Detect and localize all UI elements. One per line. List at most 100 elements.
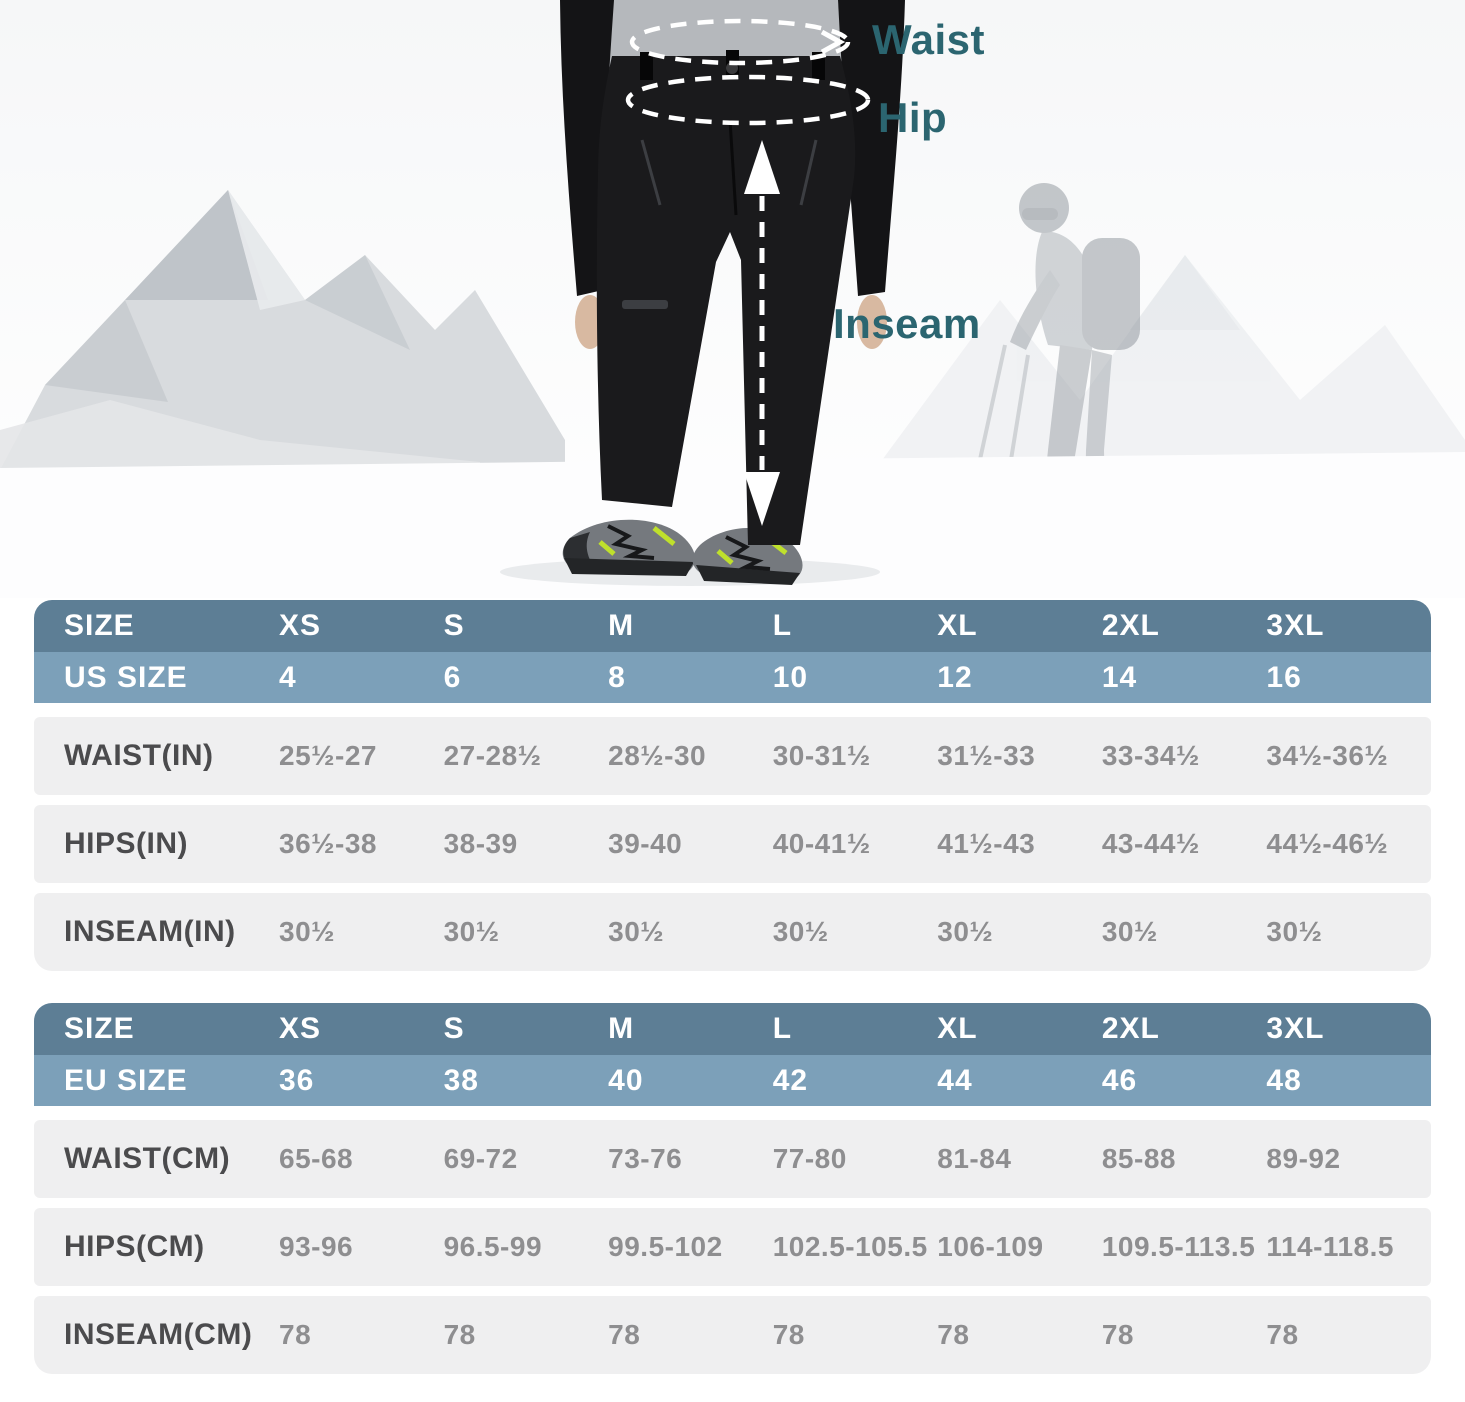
cell-value: XL xyxy=(937,1012,978,1045)
inseam-arrow xyxy=(744,140,780,526)
cell-value: 89-92 xyxy=(1266,1143,1341,1174)
cell-value: S xyxy=(443,1012,465,1045)
cell-value: 78 xyxy=(443,1319,476,1350)
cell-value: 114-118.5 xyxy=(1266,1231,1394,1262)
cell-value: 14 xyxy=(1101,660,1138,694)
hip-label: Hip xyxy=(878,94,948,141)
cell-value: 78 xyxy=(1101,1319,1134,1350)
cell-value: 73-76 xyxy=(608,1143,683,1174)
cell-value: 85-88 xyxy=(1101,1143,1176,1174)
cell-value: 30½ xyxy=(772,916,829,947)
product-measurement-figure: Waist Hip Inseam xyxy=(0,0,1465,598)
row-label: INSEAM(CM) xyxy=(64,1318,253,1351)
row-label: WAIST(CM) xyxy=(64,1142,231,1175)
cell-value: 31½-33 xyxy=(937,740,1036,771)
region-size-header-row: US SIZE 4 6 8 10 12 14 16 xyxy=(34,652,1431,703)
row-label: HIPS(IN) xyxy=(64,827,188,860)
cell-value: 65-68 xyxy=(279,1143,354,1174)
row-label: US SIZE xyxy=(64,660,188,694)
cell-value: 12 xyxy=(937,660,973,694)
cell-value: 69-72 xyxy=(443,1143,518,1174)
us-size-table: SIZE XS S M L XL 2XL 3XL US SIZE 4 6 8 10 12 14 16 WAIST… xyxy=(34,600,1431,971)
table-header: SIZE XS S M L XL 2XL 3XL EU SIZE 36 38 40 42 44 46 48 xyxy=(34,1003,1431,1106)
measurement-row: HIPS(IN) 36½-38 38-39 39-40 40-41½ 41½-43 43-4… xyxy=(34,805,1431,883)
measurement-row: HIPS(CM) 93-96 96.5-99 99.5-102 102.5-105.5 1… xyxy=(34,1208,1431,1286)
inseam-label: Inseam xyxy=(833,300,981,347)
cell-value: 30½ xyxy=(937,916,994,947)
row-label: HIPS(CM) xyxy=(64,1230,205,1263)
snow-foreground xyxy=(0,452,1465,598)
cell-value: 43-44½ xyxy=(1101,828,1200,859)
waist-label: Waist xyxy=(872,16,985,63)
cell-value: 42 xyxy=(772,1063,809,1097)
cell-value: 33-34½ xyxy=(1101,740,1200,771)
cell-value: 46 xyxy=(1101,1063,1138,1097)
cell-value: 78 xyxy=(279,1319,312,1350)
cell-value: 3XL xyxy=(1266,609,1325,642)
cell-value: M xyxy=(608,1012,635,1045)
cell-value: 102.5-105.5 xyxy=(772,1231,928,1262)
cell-value: 30½ xyxy=(279,916,335,947)
cell-value: 109.5-113.5 xyxy=(1101,1231,1256,1262)
cell-value: 30-31½ xyxy=(772,740,871,771)
cell-value: 27-28½ xyxy=(443,740,542,771)
row-label: INSEAM(IN) xyxy=(64,915,236,948)
cell-value: 41½-43 xyxy=(937,828,1036,859)
waist-ellipse xyxy=(629,18,851,66)
cell-value: XL xyxy=(937,609,978,642)
model-figure xyxy=(560,0,905,585)
row-label: SIZE xyxy=(64,1012,135,1045)
measurement-illustration xyxy=(0,0,1465,598)
cell-value: 93-96 xyxy=(279,1231,354,1262)
cell-value: 6 xyxy=(443,660,462,694)
measurement-row: INSEAM(CM) 78 78 78 78 78 78 78 xyxy=(34,1296,1431,1374)
eu-size-table: SIZE XS S M L XL 2XL 3XL EU SIZE 36 38 40 42 44 46 48 WA… xyxy=(34,1003,1431,1374)
row-label: SIZE xyxy=(64,609,135,642)
cell-value: 96.5-99 xyxy=(443,1231,543,1262)
cell-value: 38 xyxy=(443,1063,479,1097)
cell-value: 30½ xyxy=(608,916,665,947)
cell-value: 4 xyxy=(279,660,297,694)
cell-value: 48 xyxy=(1266,1063,1302,1097)
cell-value: 16 xyxy=(1266,660,1302,694)
cell-value: XS xyxy=(279,1012,322,1045)
cell-value: 78 xyxy=(608,1319,641,1350)
cell-value: 2XL xyxy=(1101,1012,1160,1045)
cell-value: 30½ xyxy=(1101,916,1158,947)
size-header-row: SIZE XS S M L XL 2XL 3XL xyxy=(34,1003,1431,1055)
cell-value: XS xyxy=(279,609,322,642)
cell-value: 34½-36½ xyxy=(1266,740,1389,771)
measurement-row: WAIST(IN) 25½-27 27-28½ 28½-30 30-31½ 31½-33 3… xyxy=(34,717,1431,795)
cell-value: 39-40 xyxy=(608,828,683,859)
cell-value: 30½ xyxy=(1266,916,1323,947)
size-charts-section: SIZE XS S M L XL 2XL 3XL US SIZE 4 6 8 10 12 14 16 WAIST… xyxy=(34,598,1431,1374)
size-header-row: SIZE XS S M L XL 2XL 3XL xyxy=(34,600,1431,652)
cell-value: 38-39 xyxy=(443,828,518,859)
row-label: EU SIZE xyxy=(64,1063,188,1097)
cell-value: 30½ xyxy=(443,916,500,947)
cell-value: 44 xyxy=(937,1063,973,1097)
region-size-header-row: EU SIZE 36 38 40 42 44 46 48 xyxy=(34,1055,1431,1106)
cell-value: 8 xyxy=(608,660,626,694)
table-header: SIZE XS S M L XL 2XL 3XL US SIZE 4 6 8 10 12 14 16 xyxy=(34,600,1431,703)
measurement-row: INSEAM(IN) 30½ 30½ 30½ 30½ 30½ 30½ 30½ xyxy=(34,893,1431,971)
cell-value: 36 xyxy=(279,1063,315,1097)
cell-value: 99.5-102 xyxy=(608,1231,723,1262)
cell-value: 78 xyxy=(1266,1319,1299,1350)
cell-value: 36½-38 xyxy=(279,828,377,859)
cell-value: 81-84 xyxy=(937,1143,1012,1174)
cell-value: 44½-46½ xyxy=(1266,828,1389,859)
cell-value: 106-109 xyxy=(937,1231,1044,1262)
cell-value: 78 xyxy=(772,1319,805,1350)
cell-value: M xyxy=(608,609,635,642)
cell-value: 28½-30 xyxy=(608,740,707,771)
cell-value: L xyxy=(772,609,793,642)
cell-value: 40-41½ xyxy=(772,828,871,859)
cell-value: 2XL xyxy=(1101,609,1160,642)
cell-value: 3XL xyxy=(1266,1012,1325,1045)
row-label: WAIST(IN) xyxy=(64,739,214,772)
cell-value: 25½-27 xyxy=(279,740,377,771)
cell-value: S xyxy=(443,609,465,642)
cell-value: 78 xyxy=(937,1319,970,1350)
cell-value: 77-80 xyxy=(772,1143,847,1174)
